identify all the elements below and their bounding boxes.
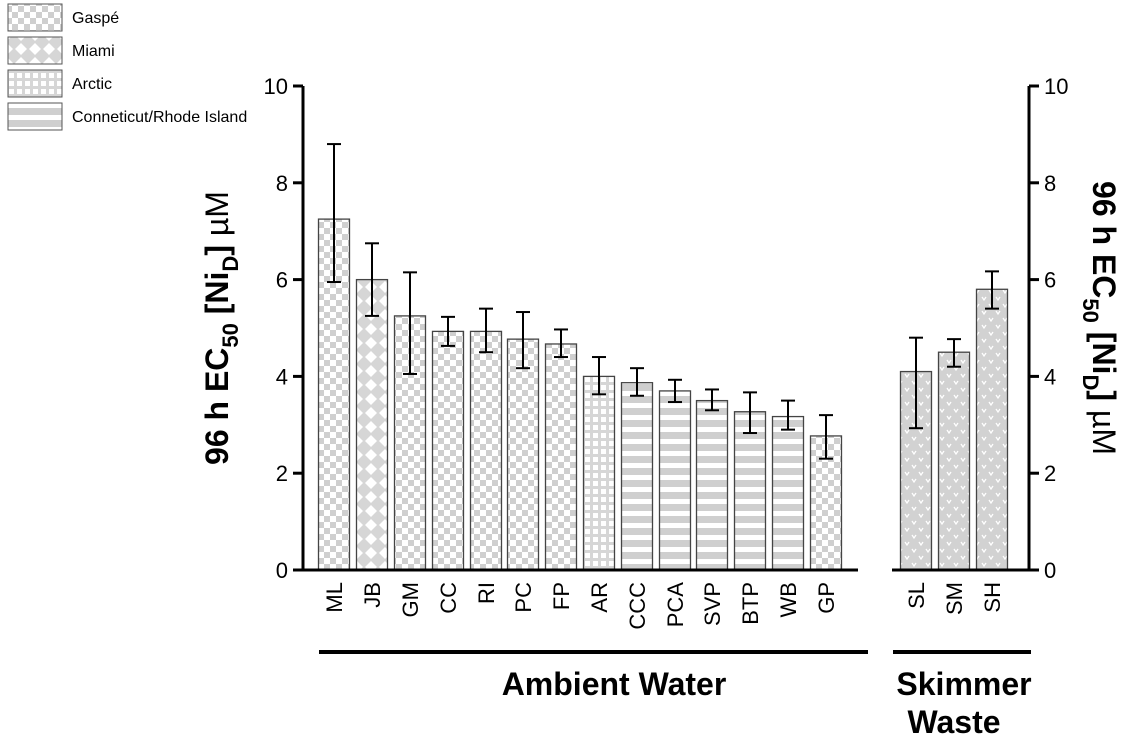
right-tick-label: 2 [1044,461,1056,486]
error-bar-svp [705,388,719,412]
bar-pca [658,390,692,571]
error-bar-wb [781,399,795,431]
category-label-ri: RI [474,582,499,604]
left-tick-label: 2 [276,461,288,486]
right-tick-label: 6 [1044,268,1056,293]
legend: Gaspé Miami Arctic Conneticut/Rhode Island [7,3,247,131]
ambient-water-label: Ambient Water [502,666,727,702]
left-y-ticks: 0 2 4 6 8 10 [264,74,303,583]
left-tick-label: 0 [276,558,288,583]
bar-sh [975,288,1009,571]
error-bar-pca [668,378,682,404]
bar-wb [771,415,805,571]
bars-layer [317,218,1009,571]
bar-fp [544,343,578,571]
error-bar-sl [909,336,923,430]
error-bar-pc [516,311,530,370]
legend-label: Arctic [72,76,112,93]
category-label-ar: AR [587,582,612,613]
legend-label: Conneticut/Rhode Island [72,109,247,126]
category-label-ccc: CCC [625,582,650,630]
legend-swatch-grid [7,69,63,98]
legend-label: Miami [72,43,115,60]
error-bars-layer [327,143,999,460]
left-tick-label: 6 [276,268,288,293]
right-tick-label: 8 [1044,171,1056,196]
bar-btp [733,411,767,571]
bar-ccc [620,382,654,571]
category-label-svp: SVP [700,582,725,626]
bar-jb [355,278,389,571]
legend-label: Gaspé [72,10,119,27]
bar-pc [506,338,540,571]
error-bar-ml [327,143,341,284]
right-y-axis-title: 96 h EC50 [NiD] µM [1078,181,1122,455]
right-y-ticks: 0 2 4 6 8 10 [1029,74,1068,583]
bar-ar [582,375,616,571]
category-label-sl: SL [904,582,929,609]
category-label-wb: WB [776,582,801,617]
category-label-gp: GP [814,582,839,614]
category-label-fp: FP [549,582,574,610]
category-label-ml: ML [322,582,347,613]
error-bar-btp [743,391,757,435]
category-label-sh: SH [980,582,1005,613]
left-y-axis-title: 96 h EC50 [NiD] µM [199,191,243,465]
legend-swatch-stripes [7,102,63,131]
legend-swatch-checker [7,3,63,32]
bar-svp [695,399,729,571]
error-bar-ccc [630,367,644,397]
category-label-gm: GM [398,582,423,617]
bar-ri [469,330,503,571]
right-tick-label: 4 [1044,364,1056,389]
error-bar-fp [554,328,568,359]
bar-sl [899,370,933,571]
left-tick-label: 4 [276,364,288,389]
left-tick-label: 8 [276,171,288,196]
error-bar-ar [592,356,606,396]
skimmer-waste-label-line1: Skimmer [896,666,1031,702]
skimmer-waste-label-line2: Waste [907,704,1000,740]
error-bar-sm [947,338,961,368]
category-labels: ML JB GM CC RI PC FP AR CCC PCA SVP BTP WB GP SL SM SH [322,582,1005,630]
category-label-jb: JB [360,582,385,608]
bar-sm [937,351,971,571]
bar-cc [431,330,465,571]
right-tick-label: 0 [1044,558,1056,583]
error-bar-ri [479,307,493,354]
error-bar-sh [985,270,999,310]
error-bar-cc [441,315,455,347]
error-bar-gm [403,271,417,375]
category-label-sm: SM [942,582,967,615]
legend-swatch-diamond [7,36,63,65]
category-label-pca: PCA [663,582,688,628]
error-bar-jb [365,242,379,317]
error-bar-gp [819,414,833,460]
right-tick-label: 10 [1044,74,1068,99]
category-label-cc: CC [436,582,461,614]
left-tick-label: 10 [264,74,288,99]
category-label-btp: BTP [738,582,763,625]
category-label-pc: PC [511,582,536,613]
